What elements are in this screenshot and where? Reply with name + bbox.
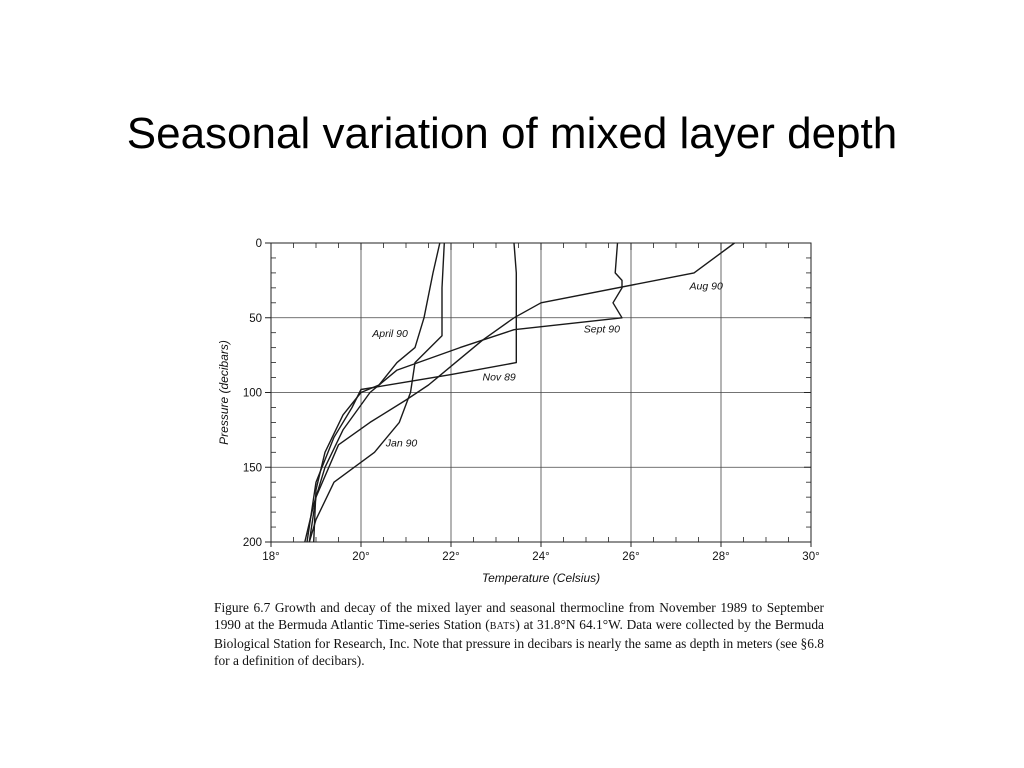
series-line-sept-90 [304,242,623,543]
y-axis-title: Pressure (decibars) [217,340,231,445]
series-label-april-90: April 90 [371,328,408,340]
x-tick-label: 22° [442,551,459,563]
x-tick-label: 20° [352,551,369,563]
y-tick-label: 50 [249,313,262,325]
y-tick-label: 150 [243,462,262,474]
thermocline-chart: 18° 20° 22° 24° 26° 28° 30° 0 50 100 150 200 Nov 89… [217,238,820,585]
series-line-aug-90 [308,242,735,543]
x-tick-label: 28° [712,551,729,563]
figure-caption: Figure 6.7 Growth and decay of the mixed… [214,599,824,669]
series-layer [304,242,735,543]
x-tick-label: 30° [802,551,819,563]
series-label-jan-90: Jan 90 [385,437,418,449]
caption-abbreviation: BATS [489,621,516,632]
x-tick-label: 18° [262,551,279,563]
x-tick-label: 24° [532,551,549,563]
series-line-jan-90 [308,242,445,543]
series-label-sept-90: Sept 90 [584,324,620,336]
series-label-nov-89: Nov 89 [483,372,516,384]
tick-layer: 18° 20° 22° 24° 26° 28° 30° 0 50 100 150 200 [243,238,820,563]
y-tick-label: 0 [256,238,262,250]
caption-part-1: Figure 6.7 Growth and decay of the mixed… [214,600,824,632]
x-tick-label: 26° [622,551,639,563]
y-tick-label: 100 [243,388,262,400]
label-layer: Nov 89 Jan 90 April 90 Aug 90 Sept 90 [371,280,723,449]
slide-title: Seasonal variation of mixed layer depth [126,109,898,158]
grid-layer [271,243,811,542]
caption-part-2: ) at 31.8°N 64.1°W. Data were collected … [214,617,824,668]
series-label-aug-90: Aug 90 [689,280,723,292]
x-axis-title: Temperature (Celsius) [482,571,600,585]
series-line-nov-89 [306,242,517,543]
y-tick-label: 200 [243,537,262,549]
